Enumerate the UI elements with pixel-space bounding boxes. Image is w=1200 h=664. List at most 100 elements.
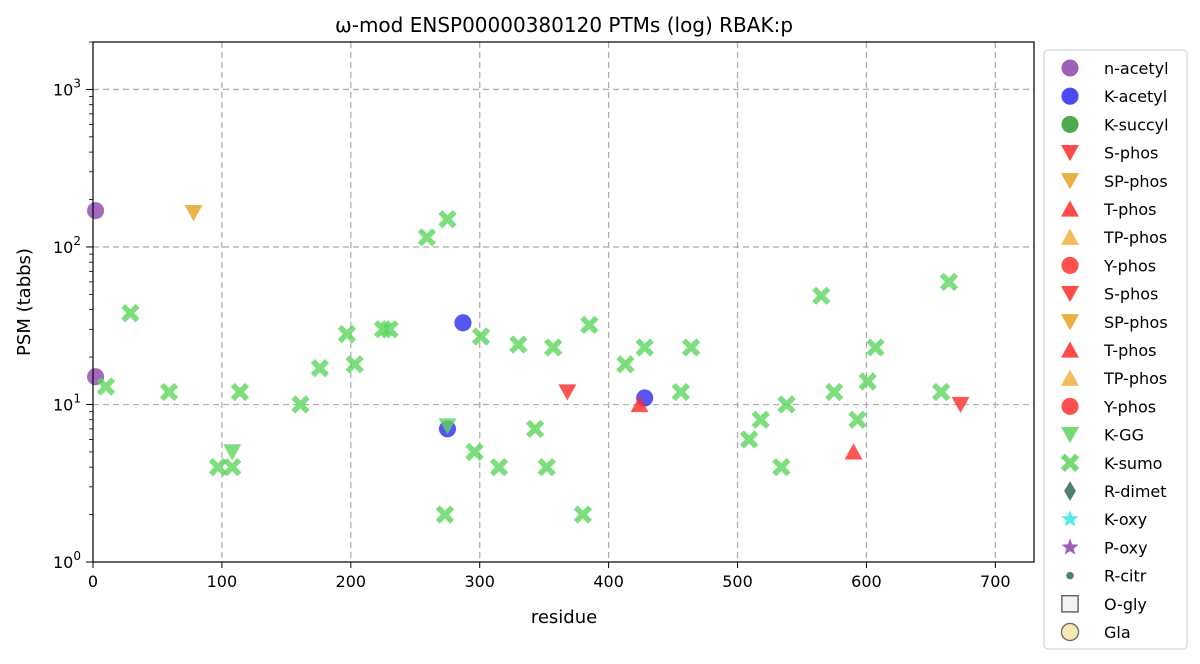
x-tick-label: 400 <box>593 572 624 591</box>
legend-item: K-succyl <box>1061 115 1169 134</box>
legend-label: SP-phos <box>1104 172 1168 191</box>
legend-marker-P-oxy <box>1061 538 1079 555</box>
legend-label: R-citr <box>1104 567 1147 586</box>
legend-item: T-phos <box>1061 341 1157 360</box>
legend-label: R-dimet <box>1104 482 1167 501</box>
point-K-sumo <box>858 372 877 391</box>
legend-box <box>1043 49 1188 650</box>
point-K-sumo <box>96 377 116 396</box>
point-K-sumo <box>573 505 593 524</box>
legend-item: K-acetyl <box>1061 87 1167 106</box>
point-n-acetyl <box>87 202 105 220</box>
point-K-sumo <box>380 320 399 339</box>
legend-marker-T-phos <box>1061 200 1079 217</box>
legend-label: S-phos <box>1104 285 1158 304</box>
point-K-sumo <box>635 338 654 357</box>
legend-item: SP-phos <box>1061 172 1168 191</box>
legend-item: R-dimet <box>1064 481 1167 501</box>
x-axis-label: residue <box>531 607 597 628</box>
point-K-sumo <box>772 457 791 477</box>
point-T-phos <box>844 443 863 460</box>
legend-marker-K-acetyl <box>1061 87 1079 105</box>
legend-item: O-gly <box>1061 595 1147 614</box>
point-K-sumo <box>525 419 545 439</box>
gridlines <box>93 42 1034 562</box>
y-tick-label: 103 <box>53 76 81 99</box>
point-K-acetyl <box>454 314 472 332</box>
legend-label: TP-phos <box>1103 228 1167 247</box>
legend-marker-K-sumo <box>1060 453 1080 472</box>
point-K-sumo <box>812 286 831 305</box>
point-K-sumo <box>866 338 885 357</box>
point-S-phos <box>951 396 970 414</box>
legend-label: O-gly <box>1104 595 1147 614</box>
point-K-sumo <box>230 382 250 402</box>
x-tick-label: 600 <box>851 572 882 591</box>
legend-item: SP-phos <box>1061 313 1168 332</box>
point-K-sumo <box>159 382 179 402</box>
legend-marker-S-phos <box>1061 285 1079 303</box>
legend-item: Y-phos <box>1061 397 1156 416</box>
y-axis-label: PSM (tabbs) <box>14 248 35 356</box>
x-tick-label: 100 <box>207 572 238 591</box>
legend-marker-R-citr <box>1066 571 1074 580</box>
y-axis-ticks: 100 101 102 103 <box>53 41 93 572</box>
point-S-phos <box>558 384 577 401</box>
legend-item: K-sumo <box>1060 453 1162 473</box>
point-K-GG <box>223 444 242 461</box>
legend-marker-Y-phos <box>1061 256 1079 274</box>
legend-label: K-sumo <box>1104 454 1162 473</box>
legend-item: Gla <box>1060 622 1131 642</box>
point-K-sumo <box>471 327 491 346</box>
point-K-sumo <box>544 338 563 357</box>
x-axis-ticks: 0 100 200 300 400 500 600 700 <box>88 562 1011 591</box>
legend-label: SP-phos <box>1104 313 1168 332</box>
point-K-sumo <box>208 457 228 477</box>
point-K-sumo <box>671 382 690 402</box>
x-tick-label: 500 <box>722 572 753 591</box>
legend-label: K-acetyl <box>1104 87 1167 106</box>
point-K-sumo <box>435 505 455 524</box>
x-tick-label: 200 <box>336 572 367 591</box>
legend-item: TP-phos <box>1061 228 1167 247</box>
legend-label: S-phos <box>1104 144 1158 163</box>
point-K-sumo <box>345 355 364 374</box>
legend-label: K-GG <box>1104 426 1144 445</box>
point-K-sumo <box>537 457 556 477</box>
y-tick-label: 101 <box>53 391 81 414</box>
chart-title: ω-mod ENSP00000380120 PTMs (log) RBAK:p <box>335 13 793 37</box>
legend-marker-O-gly <box>1061 595 1079 613</box>
y-tick-label: 100 <box>53 549 81 572</box>
legend-item: S-phos <box>1061 144 1158 163</box>
legend-marker-Gla <box>1060 622 1080 642</box>
legend-marker-SP-phos <box>1061 173 1079 190</box>
legend-item: T-phos <box>1061 200 1157 219</box>
legend-item: K-GG <box>1061 426 1144 445</box>
point-K-sumo <box>616 355 635 374</box>
legend-label: Gla <box>1104 623 1131 642</box>
point-K-sumo <box>580 315 599 335</box>
legend-marker-SP-phos <box>1061 314 1079 331</box>
legend-item: Y-phos <box>1061 256 1156 275</box>
legend-marker-K-oxy <box>1061 510 1079 527</box>
point-K-sumo <box>310 358 330 378</box>
legend: n-acetyl K-acetyl K-succyl S-phos SP-phos T-p… <box>1043 49 1188 650</box>
legend-label: TP-phos <box>1103 369 1167 388</box>
legend-marker-n-acetyl <box>1061 59 1079 77</box>
point-K-sumo <box>825 382 844 402</box>
point-K-sumo <box>121 303 140 323</box>
legend-marker-TP-phos <box>1061 228 1079 245</box>
point-K-sumo <box>932 382 951 402</box>
legend-marker-Y-phos <box>1061 397 1079 415</box>
legend-item: S-phos <box>1061 285 1158 304</box>
legend-marker-R-dimet <box>1064 481 1076 501</box>
legend-item: K-oxy <box>1061 510 1147 529</box>
legend-item: TP-phos <box>1061 369 1167 388</box>
legend-label: n-acetyl <box>1104 59 1169 78</box>
point-K-sumo <box>337 324 357 344</box>
x-tick-label: 700 <box>980 572 1011 591</box>
legend-marker-TP-phos <box>1061 369 1079 386</box>
point-K-sumo <box>291 395 310 414</box>
point-K-sumo <box>751 410 770 429</box>
